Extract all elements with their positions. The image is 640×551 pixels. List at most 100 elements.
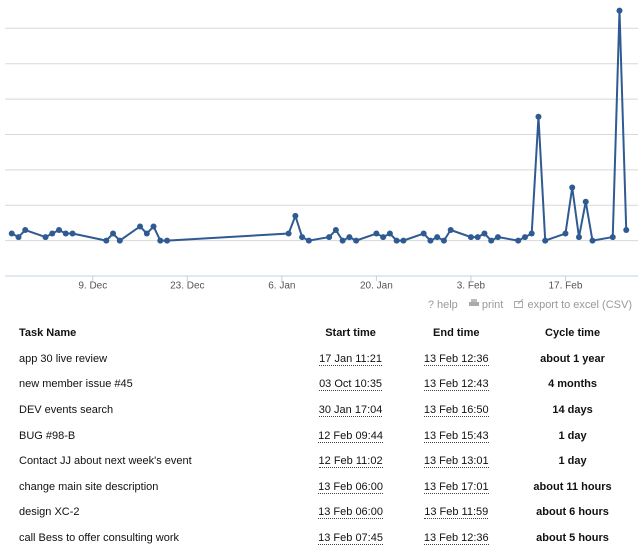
date-value: 13 Feb 13:01 xyxy=(423,455,489,469)
data-point xyxy=(42,234,49,241)
help-link[interactable]: ? help xyxy=(427,299,458,311)
data-point xyxy=(143,230,150,237)
export-icon xyxy=(514,298,524,308)
date-cell: 13 Feb 12:36 xyxy=(403,525,509,551)
date-cell: 13 Feb 12:43 xyxy=(403,372,509,398)
data-point xyxy=(150,223,157,230)
column-header: Start time xyxy=(325,327,376,339)
task-name: BUG #98-B xyxy=(19,429,76,442)
column-header: Cycle time xyxy=(545,327,601,339)
data-point xyxy=(582,198,589,205)
data-point xyxy=(292,212,299,219)
date-value: 13 Feb 16:50 xyxy=(423,403,489,417)
data-point xyxy=(447,227,454,233)
date-cell: 13 Feb 07:45 xyxy=(298,525,404,551)
date-cell: 13 Feb 06:00 xyxy=(298,500,404,526)
data-point xyxy=(488,237,495,244)
data-point xyxy=(326,234,333,241)
data-point xyxy=(15,234,22,241)
table-row: BUG #98-B 12 Feb 09:44 13 Feb 15:43 1 day xyxy=(12,423,636,449)
data-point xyxy=(481,230,488,237)
export-text: export to excel (CSV) xyxy=(527,299,632,311)
print-icon xyxy=(468,299,479,306)
toolbar: ? help print export to excel (CSV) xyxy=(420,298,632,311)
cycle-time: about 11 hours xyxy=(533,480,612,493)
task-name: design XC-2 xyxy=(19,506,80,519)
data-point xyxy=(589,237,596,244)
date-value: 13 Feb 17:01 xyxy=(423,480,489,494)
cycle-time: 1 day xyxy=(558,429,587,442)
data-point xyxy=(56,227,63,233)
date-value: 03 Oct 10:35 xyxy=(319,378,383,392)
data-point xyxy=(285,230,292,237)
x-tick-label: 17. Feb xyxy=(549,281,583,292)
data-point xyxy=(569,184,576,191)
data-point xyxy=(434,234,441,241)
data-point xyxy=(562,230,569,237)
data-point xyxy=(346,234,353,241)
data-point xyxy=(332,227,339,233)
data-point xyxy=(542,237,549,244)
data-point xyxy=(110,230,117,237)
date-cell: 12 Feb 09:44 xyxy=(298,423,404,449)
x-tick-label: 9. Dec xyxy=(78,281,107,292)
data-point xyxy=(515,237,522,244)
data-point xyxy=(373,230,380,237)
date-cell: 13 Feb 11:59 xyxy=(403,500,509,526)
data-point xyxy=(420,230,427,237)
date-value: 12 Feb 09:44 xyxy=(318,429,383,443)
data-point xyxy=(339,237,346,244)
data-point xyxy=(616,7,623,14)
data-point xyxy=(49,230,56,237)
cycle-time: about 1 year xyxy=(540,352,605,365)
x-tick-label: 20. Jan xyxy=(360,281,393,292)
date-cell: 13 Feb 15:43 xyxy=(403,423,509,449)
column-header: Task Name xyxy=(19,327,77,339)
table-row: change main site description 13 Feb 06:00… xyxy=(12,474,636,500)
chart: 9. Dec 23. Dec 6. Jan 20. Jan 3. Feb 17. Feb xyxy=(5,7,638,292)
data-point xyxy=(103,237,110,244)
table-row: new member issue #45 03 Oct 10:35 13 Feb 1… xyxy=(12,372,636,398)
column-header: End time xyxy=(433,327,480,339)
table-row: app 30 live review 17 Jan 11:21 13 Feb 12:… xyxy=(12,346,636,372)
cycle-time: about 5 hours xyxy=(536,531,609,544)
data-point xyxy=(494,234,501,241)
table-row: DEV events search 30 Jan 17:04 13 Feb 16:5… xyxy=(12,397,636,423)
data-point xyxy=(400,237,407,244)
data-point xyxy=(157,237,164,244)
x-tick-label: 23. Dec xyxy=(170,281,204,292)
date-cell: 30 Jan 17:04 xyxy=(298,397,404,423)
task-name: app 30 live review xyxy=(19,352,108,365)
data-point xyxy=(467,234,474,241)
print-link[interactable]: print xyxy=(468,299,503,311)
table-row: design XC-2 13 Feb 06:00 13 Feb 11:59 about… xyxy=(12,500,636,526)
data-point xyxy=(440,237,447,244)
task-table: Task Name Start time End time Cycle time app… xyxy=(12,320,636,551)
cycle-time: 14 days xyxy=(552,403,593,416)
data-point xyxy=(386,230,393,237)
task-name: DEV events search xyxy=(19,403,114,416)
data-point xyxy=(305,237,312,244)
data-point xyxy=(609,234,616,241)
data-point xyxy=(474,234,481,241)
data-point xyxy=(164,237,171,244)
data-point xyxy=(623,227,630,233)
date-cell: 13 Feb 12:36 xyxy=(403,346,509,372)
date-value: 13 Feb 15:43 xyxy=(423,429,489,443)
date-value: 12 Feb 11:02 xyxy=(318,455,383,469)
date-cell: 13 Feb 17:01 xyxy=(403,474,509,500)
date-value: 13 Feb 12:36 xyxy=(423,352,489,366)
data-point xyxy=(69,230,76,237)
date-cell: 13 Feb 13:01 xyxy=(403,448,509,474)
data-point xyxy=(137,223,144,230)
export-link[interactable]: export to excel (CSV) xyxy=(514,298,632,311)
data-point xyxy=(353,237,360,244)
task-name: Contact JJ about next week's event xyxy=(19,455,192,468)
data-point xyxy=(22,227,29,233)
table-row: Contact JJ about next week's event 12 Feb… xyxy=(12,448,636,474)
x-tick-label: 3. Feb xyxy=(457,281,486,292)
data-point xyxy=(521,234,528,241)
table-header: Task Name Start time End time Cycle time xyxy=(12,320,636,346)
date-cell: 03 Oct 10:35 xyxy=(298,372,404,398)
data-point xyxy=(380,234,387,241)
